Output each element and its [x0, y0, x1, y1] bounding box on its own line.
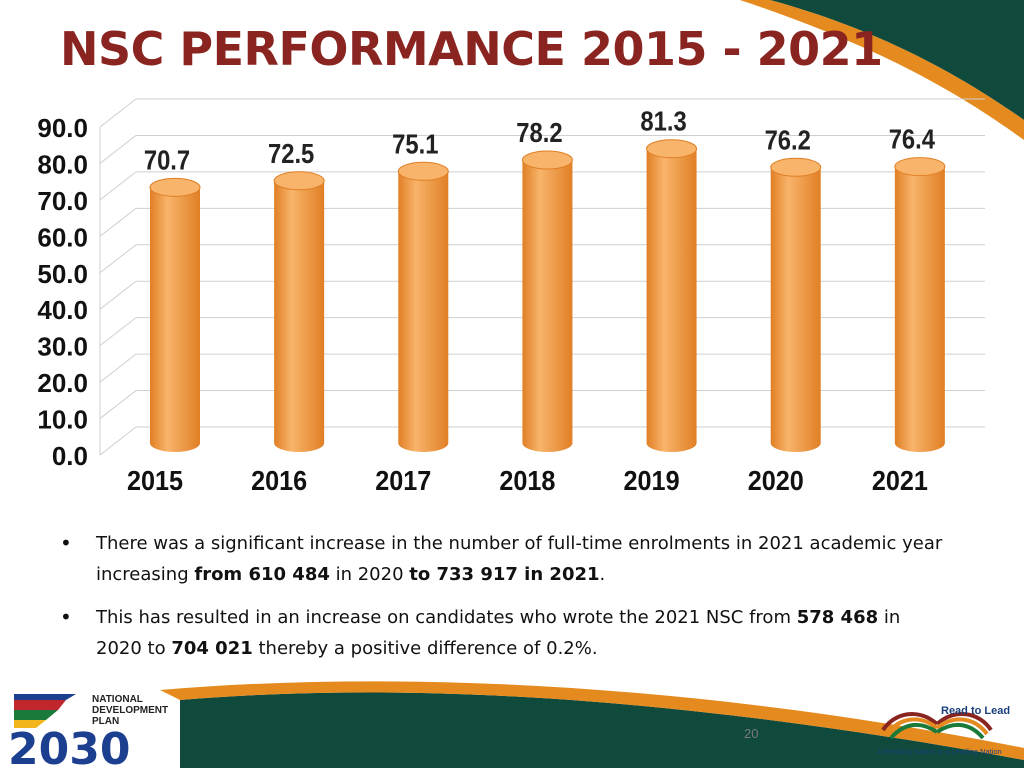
data-label: 81.3	[640, 105, 686, 137]
bullet-text: There was a significant increase in the …	[96, 533, 942, 585]
bar-top	[770, 157, 822, 177]
data-label: 70.7	[144, 143, 190, 175]
x-tick-label: 2018	[499, 465, 555, 497]
y-tick-label: 80.0	[37, 149, 88, 179]
y-tick-label: 0.0	[52, 441, 88, 471]
page-title: NSC PERFORMANCE 2015 - 2021	[60, 22, 883, 76]
bar	[397, 161, 449, 452]
x-tick-label: 2020	[748, 465, 804, 497]
bar-chart: 0.010.020.030.040.050.060.070.080.090.0 …	[37, 98, 985, 497]
bar-body	[646, 148, 697, 452]
y-tick-label: 70.0	[37, 186, 88, 216]
data-label: 76.2	[765, 123, 811, 155]
ndp-2030-logo: NATIONAL DEVELOPMENT PLAN 2030	[8, 694, 168, 766]
gridline-diagonal	[99, 280, 137, 310]
chart-bars	[149, 139, 946, 452]
bar	[894, 157, 946, 452]
gridline-diagonal	[99, 353, 137, 383]
bar-top	[894, 157, 946, 177]
y-tick-label: 90.0	[37, 113, 88, 143]
gridline-diagonal	[99, 207, 137, 237]
bullet-text-segment: This has resulted in an increase on cand…	[96, 607, 797, 628]
bar-top	[273, 171, 325, 191]
bullet-bold-text: to 733 917 in 2021	[409, 564, 600, 585]
bullet-text: This has resulted in an increase on cand…	[96, 607, 900, 659]
data-label: 78.2	[516, 116, 562, 148]
x-axis-ticks: 2015 2016 2017 2018 2019 2020 2021	[127, 465, 928, 497]
x-tick-label: 2019	[624, 465, 680, 497]
bullet-bold-text: 704 021	[171, 638, 253, 659]
y-axis-ticks: 0.0 10.0 20.0 30.0 40.0 50.0 60.0 70.0 80.0 90.0	[37, 113, 88, 471]
ndp-line3: PLAN	[92, 716, 119, 727]
y-tick-label: 40.0	[37, 295, 88, 325]
rtl-title: Read to Lead	[941, 705, 1010, 717]
bar-body	[398, 171, 449, 452]
bar-top	[521, 150, 573, 170]
gridline-diagonal	[99, 244, 137, 274]
data-label: 76.4	[889, 123, 936, 155]
y-tick-label: 50.0	[37, 259, 88, 289]
ndp-year: 2030	[8, 724, 130, 766]
bullet-item: • There was a significant increase in the…	[60, 528, 950, 590]
gridline-diagonal	[99, 98, 137, 128]
bullet-text-segment: thereby a positive difference of 0.2%.	[252, 638, 598, 659]
bar	[770, 157, 822, 452]
gridline-diagonal	[99, 171, 137, 201]
rtl-tagline: A Reading Nation is a Leading Nation	[877, 747, 1002, 756]
bar	[646, 139, 698, 452]
bar-body	[770, 167, 821, 452]
y-tick-label: 60.0	[37, 222, 88, 252]
x-tick-label: 2021	[872, 465, 928, 497]
bar-body	[150, 187, 200, 452]
bar-top	[149, 177, 201, 197]
ndp-line2: DEVELOPMENT	[92, 705, 168, 716]
x-tick-label: 2016	[251, 465, 307, 497]
bar-top	[397, 161, 449, 181]
bullet-list: • There was a significant increase in the…	[60, 528, 950, 676]
bar	[521, 150, 573, 452]
y-tick-label: 10.0	[37, 405, 88, 435]
bar-body	[522, 160, 573, 452]
bullet-dot: •	[60, 531, 72, 555]
ndp-line1: NATIONAL	[92, 694, 143, 705]
bullet-item: • This has resulted in an increase on can…	[60, 602, 950, 664]
bar-top	[646, 139, 698, 159]
bullet-text-segment: in 2020	[329, 564, 410, 585]
bar-body	[894, 166, 945, 452]
page-number: 20	[744, 726, 759, 741]
data-labels: 70.7 72.5 75.1 78.2 81.3 76.2 76.4	[144, 105, 936, 176]
read-to-lead-logo: Read to Lead A Reading Nation is a Leadi…	[877, 705, 1010, 756]
gridline-diagonal	[99, 426, 137, 456]
bullet-text-segment: There was a significant increase in the …	[96, 533, 943, 585]
bar	[273, 171, 325, 452]
bullet-bold-text: from 610 484	[194, 564, 330, 585]
bullet-dot: •	[60, 605, 72, 629]
bar-body	[274, 180, 325, 452]
x-tick-label: 2017	[375, 465, 431, 497]
data-label: 72.5	[268, 137, 314, 169]
y-tick-label: 30.0	[37, 332, 88, 362]
bullet-bold-text: 578 468	[796, 607, 879, 628]
gridline-diagonal	[99, 317, 137, 347]
bullet-text-segment: .	[599, 564, 606, 585]
data-label: 75.1	[392, 127, 438, 159]
y-tick-label: 20.0	[37, 368, 88, 398]
bullet-text-segment: in 2020 to	[96, 607, 901, 659]
gridline-diagonal	[99, 390, 137, 419]
gridline-diagonal	[99, 135, 137, 164]
bar	[149, 177, 201, 452]
x-tick-label: 2015	[127, 465, 183, 497]
